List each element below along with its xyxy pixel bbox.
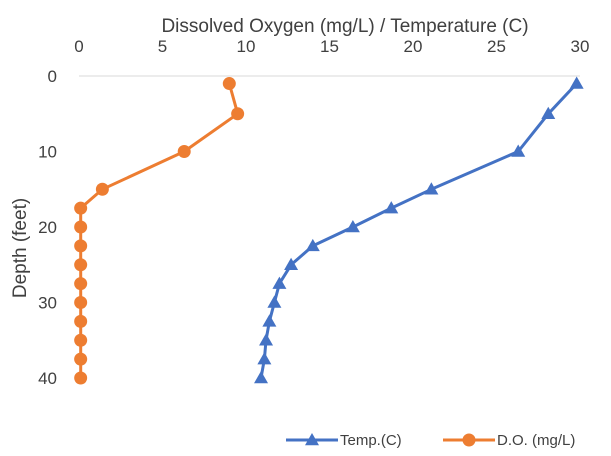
y-tick-label-1: 10 — [38, 143, 57, 162]
x-tick-labels: 0 5 10 15 20 25 30 — [74, 37, 589, 56]
data-point-1-5 — [74, 220, 88, 234]
data-point-1-2 — [177, 145, 191, 158]
data-point-1-3 — [95, 182, 109, 196]
data-point-0-13 — [254, 371, 269, 384]
data-point-0-12 — [257, 352, 272, 365]
data-point-0-3 — [424, 182, 439, 195]
data-point-1-10 — [74, 314, 88, 328]
x-tick-label-0: 0 — [74, 37, 83, 56]
legend-marker-1 — [462, 433, 476, 447]
data-point-0-6 — [305, 238, 320, 252]
data-point-1-11 — [74, 333, 88, 347]
series-0 — [254, 76, 584, 384]
data-point-0-5 — [345, 220, 360, 233]
x-axis-title: Dissolved Oxygen (mg/L) / Temperature (C… — [161, 16, 528, 37]
x-tick-label-5: 25 — [487, 37, 506, 56]
data-point-0-7 — [284, 257, 299, 270]
legend-marker-0 — [305, 433, 319, 446]
data-point-1-0 — [222, 77, 236, 91]
data-point-0-1 — [541, 106, 556, 119]
x-tick-label-6: 30 — [571, 37, 590, 56]
legend-item-0: Temp.(C) — [286, 432, 402, 449]
data-point-0-8 — [272, 276, 287, 289]
series-line-0 — [259, 82, 579, 380]
series-1 — [74, 77, 245, 385]
x-tick-label-4: 20 — [404, 37, 423, 56]
legend-label-0: Temp.(C) — [340, 432, 402, 449]
x-tick-label-3: 15 — [320, 37, 339, 56]
y-tick-label-4: 40 — [38, 369, 57, 388]
series-line-1 — [79, 82, 240, 380]
data-point-1-6 — [74, 239, 88, 253]
y-tick-label-3: 30 — [38, 294, 57, 313]
data-point-1-7 — [74, 258, 88, 272]
data-point-1-13 — [74, 371, 88, 385]
data-point-0-10 — [262, 314, 277, 327]
x-tick-label-1: 5 — [158, 37, 167, 56]
legend-label-1: D.O. (mg/L) — [497, 432, 575, 449]
data-point-1-8 — [74, 277, 88, 291]
data-point-1-4 — [74, 201, 88, 215]
data-point-0-9 — [267, 295, 282, 308]
data-point-1-1 — [231, 107, 245, 121]
data-point-1-12 — [74, 352, 88, 366]
y-tick-label-0: 0 — [48, 67, 57, 86]
data-point-0-2 — [511, 144, 526, 157]
legend: Temp.(C) D.O. (mg/L) — [286, 432, 575, 449]
y-tick-label-2: 20 — [38, 218, 57, 237]
data-point-0-4 — [384, 201, 399, 214]
x-tick-label-2: 10 — [237, 37, 256, 56]
y-axis-title: Depth (feet) — [10, 198, 31, 298]
data-point-1-9 — [74, 296, 88, 309]
data-point-0-0 — [569, 76, 584, 89]
series-layer — [74, 76, 584, 385]
y-tick-labels: 0 10 20 30 40 — [38, 67, 57, 388]
legend-item-1: D.O. (mg/L) — [443, 432, 575, 449]
data-point-0-11 — [259, 333, 274, 346]
